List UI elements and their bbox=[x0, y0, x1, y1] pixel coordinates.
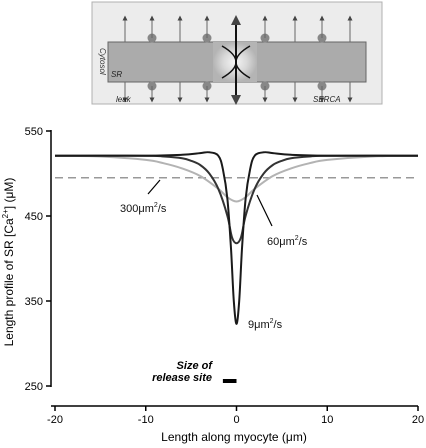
x-tick-label: -20 bbox=[47, 414, 63, 426]
pointer-60 bbox=[256, 194, 273, 227]
schematic-inset: Cytosol SR leak SERCA bbox=[91, 1, 383, 105]
y-ticks: 250 350 450 550 bbox=[25, 126, 51, 393]
serca-label: SERCA bbox=[313, 95, 341, 104]
sr-label: SR bbox=[111, 70, 122, 79]
y-tick-label: 450 bbox=[25, 211, 43, 223]
y-axis-label: Length profile of SR [Ca2+] (μM) bbox=[1, 178, 16, 347]
y-tick-label: 550 bbox=[25, 126, 43, 138]
leak-label: leak bbox=[116, 95, 132, 104]
x-tick-label: 10 bbox=[321, 414, 333, 426]
series-layer bbox=[54, 151, 419, 325]
series-label-60: 60μm2/s bbox=[267, 235, 308, 248]
series-label-300: 300μm2/s bbox=[120, 202, 167, 215]
chart: 250 350 450 550 -20 -10 0 10 20 300μm2/s 60μm2/… bbox=[1, 126, 424, 444]
y-tick-label: 250 bbox=[25, 381, 43, 393]
series-line-300 bbox=[54, 154, 419, 203]
series-line-9 bbox=[54, 151, 419, 325]
x-tick-label: 20 bbox=[412, 414, 424, 426]
release-site-label-2: release site bbox=[152, 372, 212, 384]
transporter-group bbox=[122, 15, 353, 103]
y-tick-label: 350 bbox=[25, 296, 43, 308]
x-ticks: -20 -10 0 10 20 bbox=[47, 406, 424, 426]
pointer-300 bbox=[147, 179, 161, 195]
x-tick-label: 0 bbox=[233, 414, 239, 426]
series-label-9: 9μm2/s bbox=[248, 318, 283, 331]
cytosol-label: Cytosol bbox=[98, 48, 107, 75]
release-site-label-1: Size of bbox=[177, 360, 214, 372]
release-pore-bracket bbox=[221, 45, 251, 79]
x-tick-label: -10 bbox=[138, 414, 154, 426]
x-axis-label: Length along myocyte (μm) bbox=[161, 430, 307, 444]
series-line-60 bbox=[54, 154, 419, 245]
